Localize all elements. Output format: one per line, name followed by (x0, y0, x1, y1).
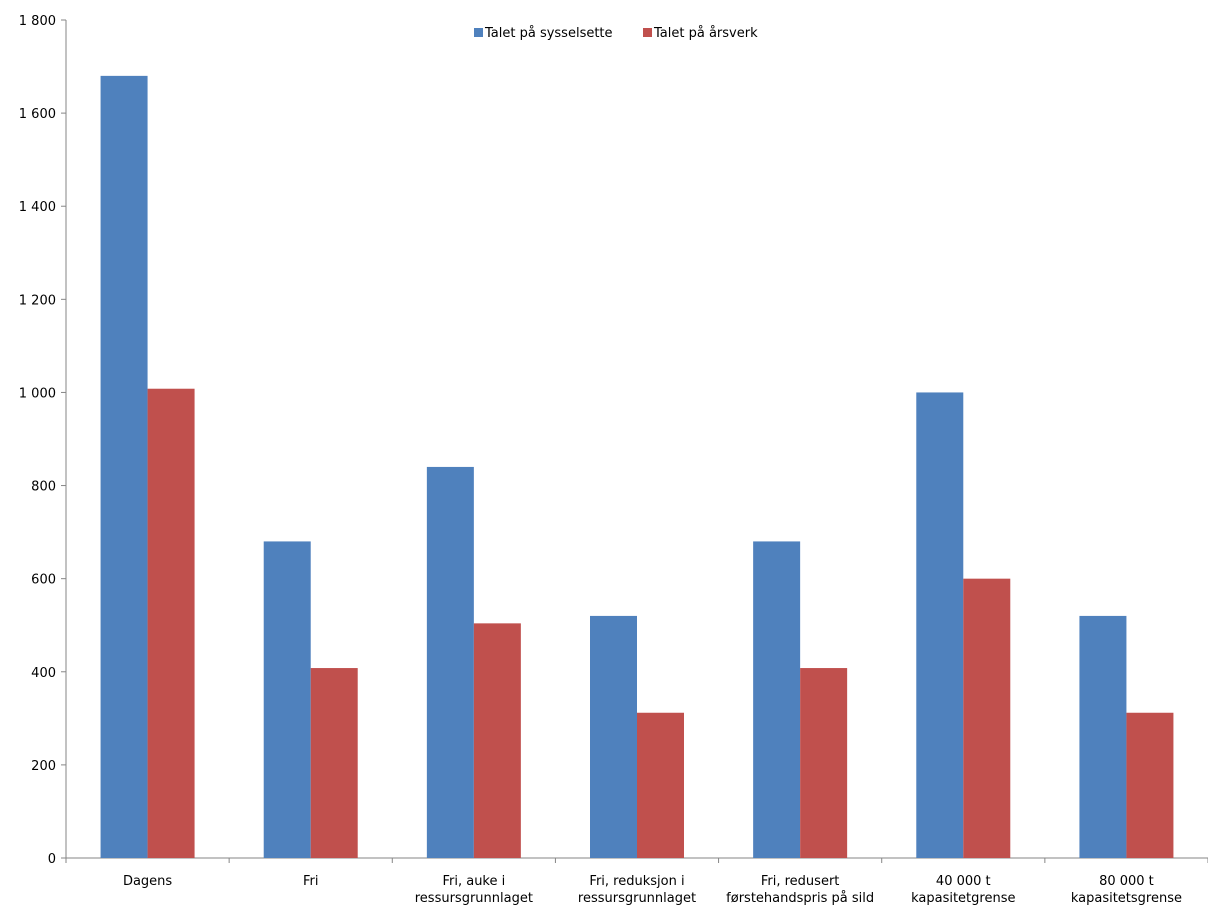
bar-arsverk (963, 578, 1011, 858)
legend-swatch (474, 28, 483, 37)
bar-sysselsette (590, 615, 637, 858)
y-tick-label: 200 (31, 759, 56, 774)
bar-sysselsette (426, 466, 474, 858)
x-category-label: Fri, reduksjon i ressursgrunnlaget (578, 874, 696, 906)
bar-arsverk (310, 668, 358, 858)
y-tick-label: 800 (31, 480, 56, 495)
y-tick-label: 400 (31, 666, 56, 681)
bars (100, 75, 1174, 858)
x-category-label: 80 000 t kapasitetsgrense (1071, 874, 1182, 906)
axes: 0 200 400 600 800 1 000 1 200 1 400 1 600 1 800 (19, 14, 1208, 867)
legend-label: Talet på årsverk (653, 26, 758, 41)
bar-arsverk (147, 388, 195, 858)
bar-sysselsette (1079, 615, 1127, 858)
y-tick-label: 1 600 (19, 107, 56, 122)
x-category-label: 40 000 t kapasitetgrense (911, 874, 1015, 906)
x-category-label: Fri (303, 874, 319, 889)
bar-sysselsette (753, 541, 801, 858)
y-tick-label: 1 200 (19, 293, 56, 308)
y-tick-label: 1 800 (19, 14, 56, 29)
bar-arsverk (637, 712, 684, 858)
legend-swatch (643, 28, 652, 37)
y-tick-label: 1 000 (19, 386, 56, 401)
y-tick-label: 0 (48, 852, 56, 867)
legend-label: Talet på sysselsette (484, 26, 613, 41)
bar-arsverk (1126, 712, 1174, 858)
x-category-label: Fri, redusert førstehandspris på sild (726, 874, 874, 906)
bar-arsverk (473, 623, 521, 858)
y-tick-label: 600 (31, 573, 56, 588)
bar-sysselsette (263, 541, 311, 858)
legend: Talet på sysselsette Talet på årsverk (474, 26, 758, 41)
bar-sysselsette (916, 392, 964, 858)
x-category-label: Fri, auke i ressursgrunnlaget (415, 874, 533, 906)
bar-arsverk (800, 668, 848, 858)
x-category-label: Dagens (123, 874, 172, 889)
y-tick-label: 1 400 (19, 200, 56, 215)
bar-sysselsette (100, 75, 148, 858)
x-axis-labels: Dagens Fri Fri, auke i ressursgrunnlaget Fri… (123, 874, 1182, 906)
